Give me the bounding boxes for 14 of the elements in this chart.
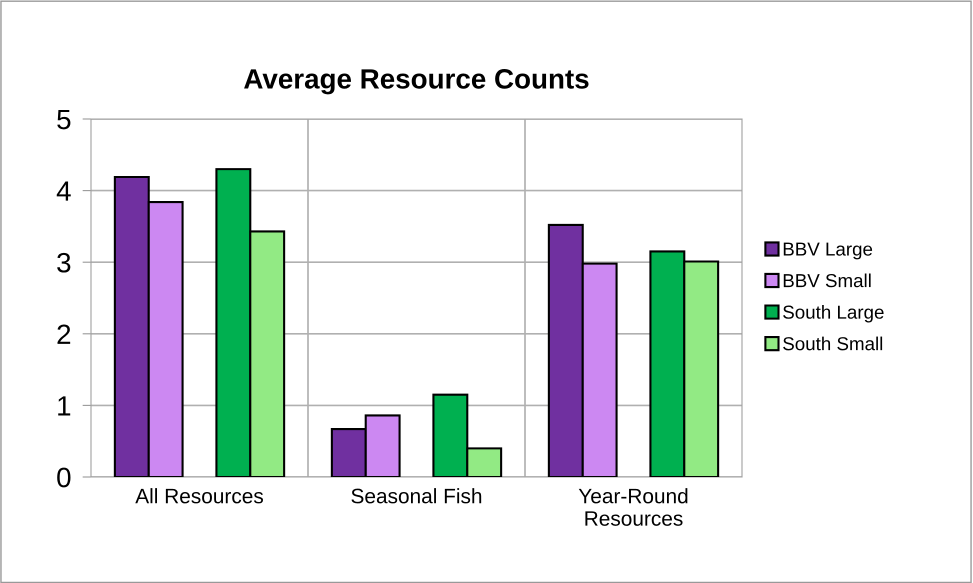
x-tick-label: Year-Round Resources xyxy=(578,488,688,526)
y-tick-label: 0 xyxy=(57,468,70,488)
y-tick-label: 3 xyxy=(57,252,70,273)
y-tick-label: 4 xyxy=(56,182,71,201)
legend-label: South Large xyxy=(783,305,884,323)
legend-label: BBV Large xyxy=(784,242,872,260)
y-tick-label: 2 xyxy=(58,324,70,344)
chart-title: Average Resource Counts xyxy=(244,69,589,94)
legend-label: BBV Small xyxy=(784,273,871,288)
x-tick-label: All Resources xyxy=(135,488,264,504)
legend-label: South Small xyxy=(783,336,882,350)
y-tick-label: 5 xyxy=(57,110,70,130)
y-tick-label: 1 xyxy=(58,396,70,416)
x-tick-label: Seasonal Fish xyxy=(351,488,482,504)
